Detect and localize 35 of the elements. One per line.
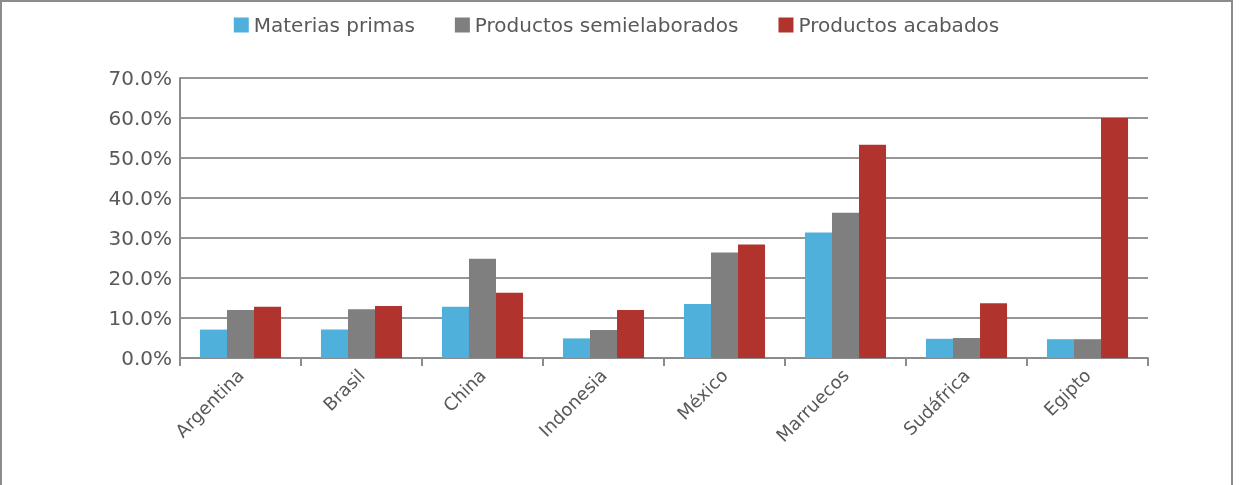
bar — [226, 310, 255, 358]
y-tick-label: 0.0% — [121, 346, 172, 370]
y-tick-label: 30.0% — [108, 226, 172, 250]
bar — [441, 306, 469, 358]
bar — [859, 144, 887, 358]
bar — [952, 338, 981, 358]
bar — [468, 258, 497, 358]
bar — [589, 330, 618, 358]
bar — [1046, 339, 1074, 358]
bar — [738, 244, 766, 358]
y-tick-label: 10.0% — [108, 306, 172, 330]
bar — [199, 329, 227, 358]
bar — [347, 309, 376, 358]
bar — [254, 306, 282, 358]
y-tick-label: 60.0% — [108, 106, 172, 130]
legend-label: Materias primas — [253, 13, 415, 37]
bar — [562, 338, 590, 358]
y-tick-label: 40.0% — [108, 186, 172, 210]
bar — [710, 252, 739, 358]
bar — [1073, 339, 1102, 358]
bar — [617, 310, 645, 358]
bar — [831, 212, 860, 358]
y-tick-label: 20.0% — [108, 266, 172, 290]
bar — [375, 306, 403, 358]
bar — [804, 232, 832, 358]
bar — [925, 338, 953, 358]
y-tick-label: 70.0% — [108, 66, 172, 90]
bar — [683, 304, 711, 358]
bar — [320, 329, 348, 358]
legend-label: Productos acabados — [798, 13, 1000, 37]
bar — [1101, 118, 1129, 358]
bar — [496, 292, 524, 358]
bar — [980, 303, 1008, 358]
y-tick-label: 50.0% — [108, 146, 172, 170]
legend-label: Productos semielaborados — [474, 13, 739, 37]
